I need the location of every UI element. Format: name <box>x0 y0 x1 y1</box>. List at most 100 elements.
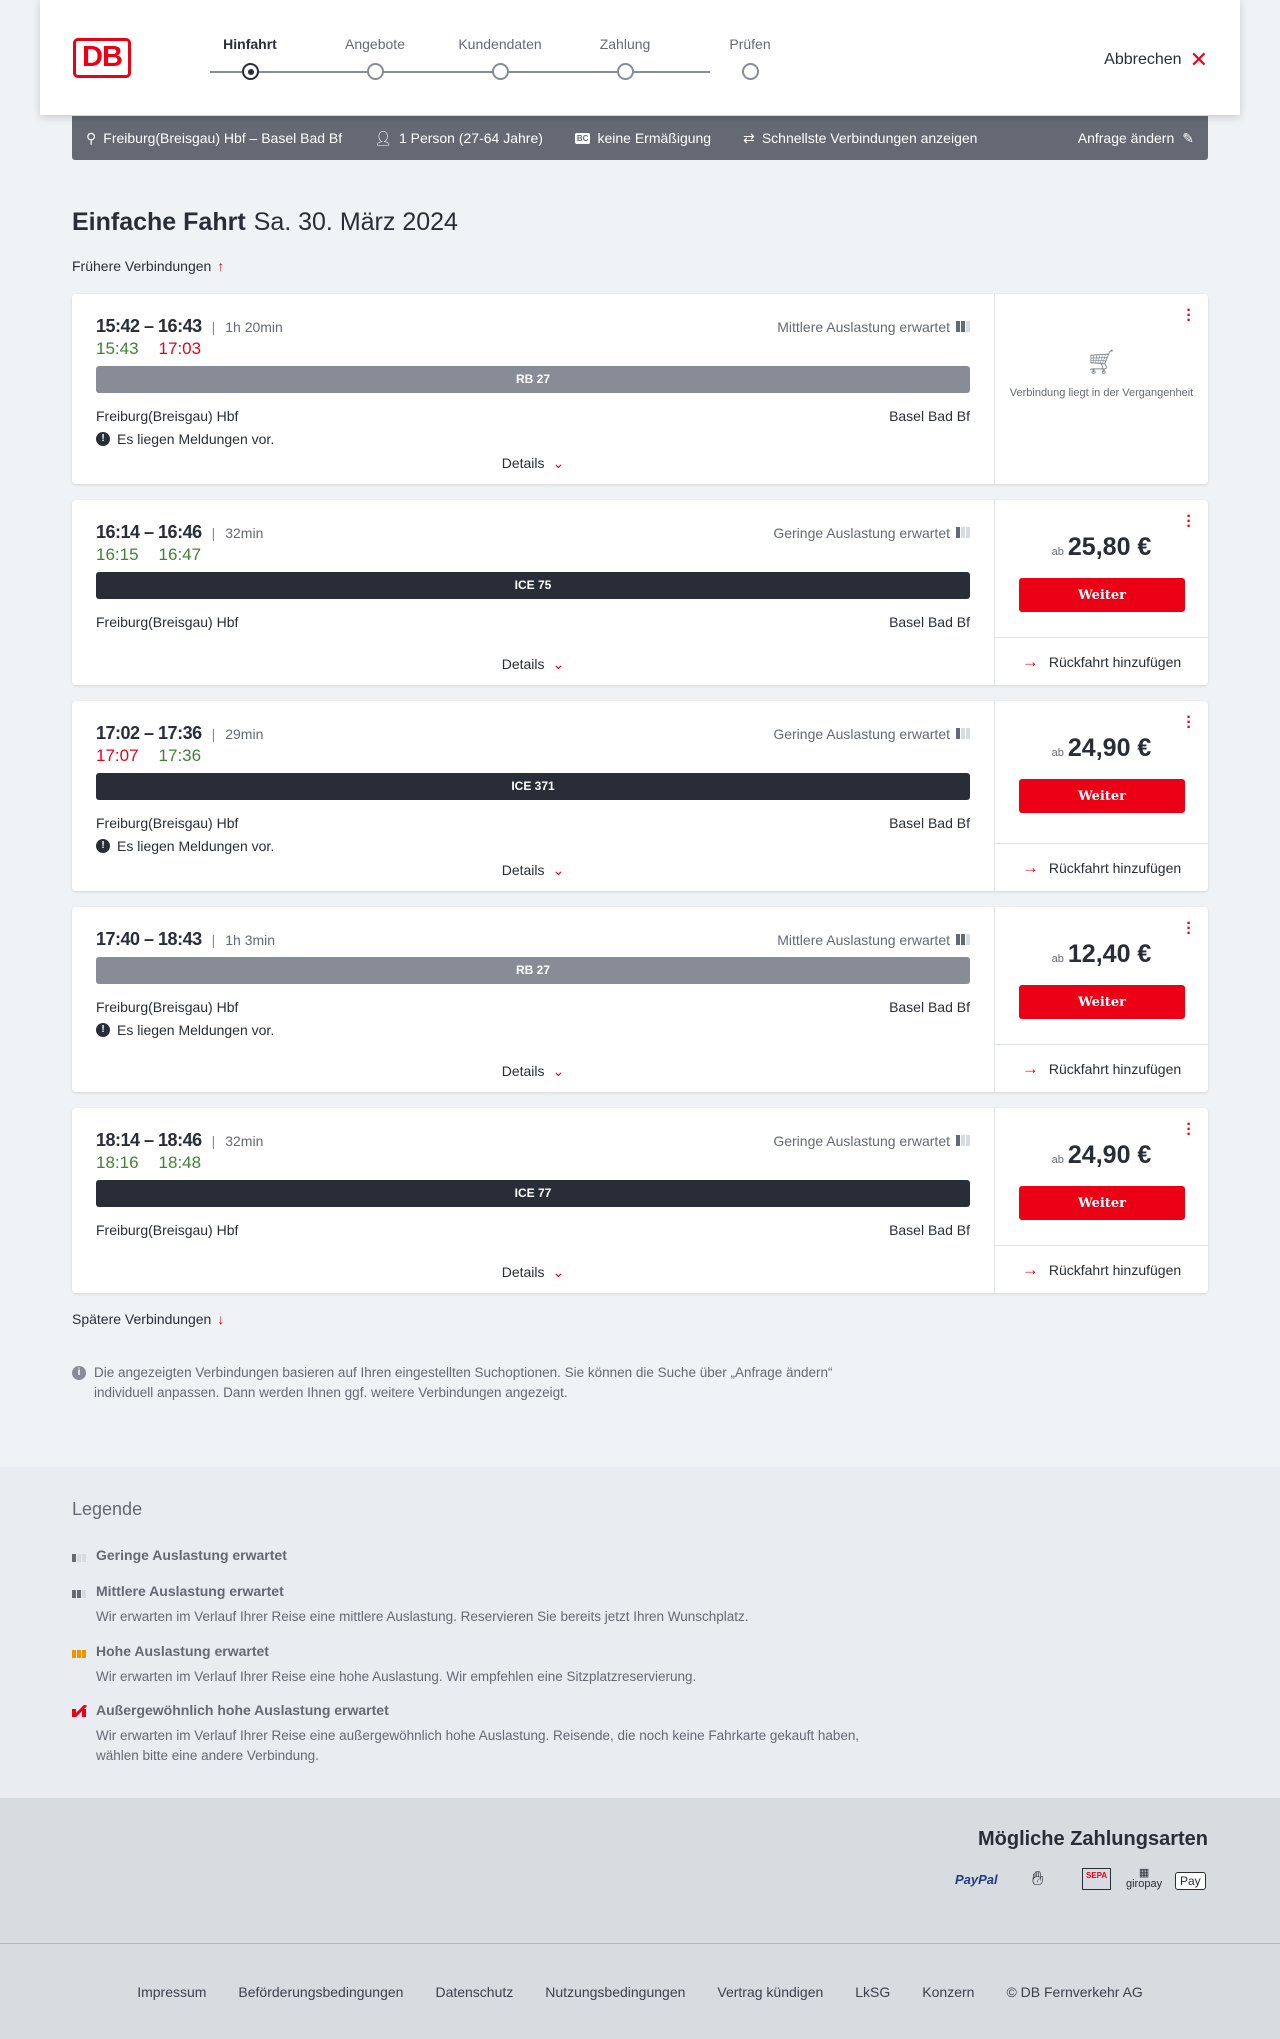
step-0: Hinfahrt <box>190 0 310 80</box>
legend-item: Hohe Auslastung erwartet Wir erwarten im … <box>72 1643 872 1687</box>
price-value: 12,40 € <box>1067 940 1152 968</box>
legend-item: Mittlere Auslastung erwartet Wir erwarten… <box>72 1583 872 1627</box>
origin-station: Freiburg(Breisgau) Hbf <box>96 408 239 424</box>
apple-pay-label: Pay <box>1180 1874 1201 1888</box>
details-toggle[interactable]: Details ⌄ <box>96 656 970 673</box>
add-return-trip-button[interactable]: → Rückfahrt hinzufügen <box>995 843 1208 891</box>
realtime-departure: 16:15 <box>96 545 139 564</box>
trip-type: Einfache Fahrt <box>72 208 246 236</box>
details-label: Details <box>501 1264 545 1280</box>
realtime-times: 16:15 16:47 <box>96 545 221 565</box>
destination-station: Basel Bad Bf <box>889 614 970 630</box>
return-label: Rückfahrt hinzufügen <box>1048 653 1182 670</box>
more-options-icon[interactable]: · · · <box>1186 508 1192 535</box>
offer-panel: · · · 🛒︎ Verbindung liegt in der Vergangenhe… <box>994 294 1208 484</box>
train-bar[interactable]: ICE 371 <box>96 773 970 800</box>
train-bar[interactable]: ICE 77 <box>96 1180 970 1207</box>
details-toggle[interactable]: Details ⌄ <box>96 862 970 879</box>
footer-link[interactable]: Nutzungsbedingungen <box>545 1983 686 2000</box>
past-text: Verbindung liegt in der Vergangenheit <box>1009 387 1194 399</box>
details-toggle[interactable]: Details ⌄ <box>96 1063 970 1080</box>
arrow-right-icon: → <box>1021 1058 1039 1078</box>
occupancy-text: Mittlere Auslastung erwartet <box>777 932 950 948</box>
offer-panel: · · · ab 25,80 € Weiter → Rückfahrt hinzufüge… <box>994 500 1208 685</box>
continue-button[interactable]: Weiter <box>1019 578 1185 612</box>
footer-link[interactable]: Vertrag kündigen <box>717 1983 824 2000</box>
price: ab 25,80 € <box>995 533 1208 562</box>
earlier-connections-link[interactable]: Frühere Verbindungen ↑ <box>72 258 224 274</box>
cart-disabled-icon: 🛒︎ <box>1086 349 1117 376</box>
realtime-arrival: 16:47 <box>158 545 202 564</box>
giropay-label: giropay <box>1126 1878 1163 1890</box>
more-options-icon[interactable]: · · · <box>1186 709 1192 736</box>
realtime-departure: 15:43 <box>96 339 139 358</box>
connection-card: 17:02 – 17:36 29min 17:07 17:36 Geringe Au… <box>72 701 1208 891</box>
occupancy-low-icon <box>72 1549 88 1562</box>
discount-text: keine Ermäßigung <box>597 130 712 146</box>
continue-button[interactable]: Weiter <box>1019 985 1185 1019</box>
origin-station: Freiburg(Breisgau) Hbf <box>96 1222 239 1238</box>
realtime-times: 17:07 17:36 <box>96 746 221 766</box>
cancel-button[interactable]: Abbrechen ✕ <box>1104 47 1208 73</box>
step-4: Prüfen <box>690 0 810 80</box>
later-connections-link[interactable]: Spätere Verbindungen ↓ <box>72 1311 224 1327</box>
continue-button[interactable]: Weiter <box>1019 779 1185 813</box>
occupancy-text: Geringe Auslastung erwartet <box>773 1133 950 1149</box>
legend-item: Geringe Auslastung erwartet <box>72 1547 872 1563</box>
planned-times: 16:14 – 16:46 32min <box>96 522 263 543</box>
db-logo[interactable]: DB <box>73 38 131 78</box>
chevron-down-icon: ⌄ <box>552 1264 565 1280</box>
more-options-icon[interactable]: · · · <box>1186 1116 1192 1143</box>
earlier-label: Frühere Verbindungen <box>72 258 212 274</box>
legend-item-title: Mittlere Auslastung erwartet <box>96 1583 284 1599</box>
notice: ! Es liegen Meldungen vor. <box>96 1022 274 1038</box>
step-label: Kundendaten <box>458 36 542 52</box>
more-options-icon[interactable]: · · · <box>1186 915 1192 942</box>
step-label: Hinfahrt <box>223 36 277 52</box>
info-text: Die angezeigten Verbindungen basieren au… <box>94 1365 833 1400</box>
details-label: Details <box>501 656 545 672</box>
continue-button[interactable]: Weiter <box>1019 1186 1185 1220</box>
change-request-button[interactable]: Anfrage ändern ✎ <box>1078 130 1194 147</box>
add-return-trip-button[interactable]: → Rückfahrt hinzufügen <box>995 1245 1208 1293</box>
realtime-times: 18:16 18:48 <box>96 1153 221 1173</box>
connection-card: 17:40 – 18:43 1h 3min Mittlere Auslastung… <box>72 907 1208 1092</box>
time-range: 17:40 – 18:43 <box>96 929 202 949</box>
notice: ! Es liegen Meldungen vor. <box>96 838 274 854</box>
occupancy-text: Geringe Auslastung erwartet <box>773 525 950 541</box>
add-return-trip-button[interactable]: → Rückfahrt hinzufügen <box>995 1044 1208 1092</box>
time-range: 17:02 – 17:36 <box>96 723 202 743</box>
more-options-icon[interactable]: · · · <box>1186 302 1192 329</box>
connection-card: 16:14 – 16:46 32min 16:15 16:47 Geringe Au… <box>72 500 1208 685</box>
footer-link[interactable]: © DB Fernverkehr AG <box>1006 1983 1143 2000</box>
add-return-trip-button[interactable]: → Rückfahrt hinzufügen <box>995 637 1208 685</box>
search-summary-bar: ⚲ Freiburg(Breisgau) Hbf – Basel Bad Bf 👤… <box>72 116 1208 160</box>
time-range: 15:42 – 16:43 <box>96 316 202 336</box>
giropay-logo: ▦ giropay <box>1126 1867 1163 1890</box>
occupancy-icon <box>956 321 970 332</box>
payment-title: Mögliche Zahlungsarten <box>977 1828 1208 1850</box>
footer-link[interactable]: Konzern <box>922 1983 975 2000</box>
footer-link[interactable]: Impressum <box>137 1983 207 2000</box>
train-bar[interactable]: ICE 75 <box>96 572 970 599</box>
footer-link[interactable]: LkSG <box>855 1983 891 2000</box>
change-label: Anfrage ändern <box>1077 129 1175 146</box>
step-label: Angebote <box>345 36 405 52</box>
details-toggle[interactable]: Details ⌄ <box>96 1264 970 1281</box>
realtime-arrival: 17:03 <box>158 339 202 358</box>
train-bar[interactable]: RB 27 <box>96 366 970 393</box>
footer-link[interactable]: Datenschutz <box>435 1983 514 2000</box>
offer-panel: · · · ab 24,90 € Weiter → Rückfahrt hinzufüge… <box>994 701 1208 891</box>
planned-times: 17:02 – 17:36 29min <box>96 723 263 744</box>
paypal-logo: PayPal <box>955 1872 998 1887</box>
destination-station: Basel Bad Bf <box>889 815 970 831</box>
occupancy-indicator: Mittlere Auslastung erwartet <box>777 932 970 948</box>
details-toggle[interactable]: Details ⌄ <box>96 455 970 472</box>
footer-link[interactable]: Beförderungsbedingungen <box>238 1983 404 2000</box>
train-bar[interactable]: RB 27 <box>96 957 970 984</box>
occupancy-medium-icon <box>72 1585 88 1598</box>
legend-title: Legende <box>72 1499 143 1519</box>
destination-station: Basel Bad Bf <box>889 1222 970 1238</box>
chevron-down-icon: ⌄ <box>552 1063 565 1079</box>
step-label: Prüfen <box>729 36 771 52</box>
